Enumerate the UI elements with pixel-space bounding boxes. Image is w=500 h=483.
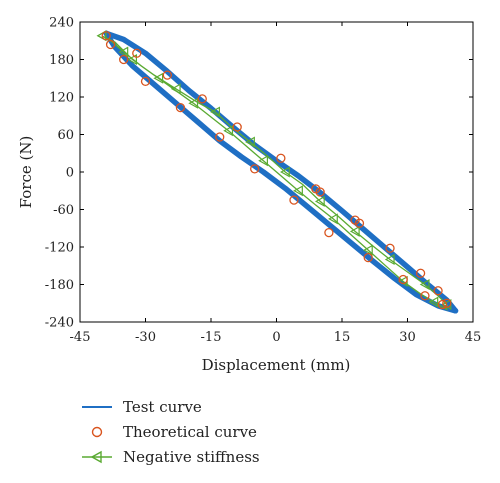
theoretical-curve-point [140, 76, 151, 87]
y-tick-label: 180 [49, 53, 74, 68]
theoretical-curve-point [420, 291, 430, 301]
negative-stiffness-marker [153, 72, 164, 84]
theoretical-curve-point [276, 153, 286, 163]
theoretical-curve-point [385, 243, 395, 253]
theoretical-curve-point [415, 268, 426, 278]
theoretical-curve-point [105, 39, 116, 50]
negative-stiffness-marker [223, 125, 234, 137]
theoretical-curve-point [197, 94, 207, 104]
theoretical-curve-point [437, 299, 448, 310]
test-curve-unloading-line [103, 30, 459, 314]
theoretical-curve-point [132, 48, 142, 58]
negative-stiffness-marker [349, 225, 360, 237]
legend-negative-stiffness-label: Negative stiffness [123, 448, 260, 466]
theoretical-curve-point [101, 31, 111, 41]
negative-stiffness-line [101, 35, 448, 311]
theoretical-curve-point [315, 187, 325, 197]
negative-stiffness-marker [362, 244, 373, 256]
y-tick-label: -120 [45, 241, 74, 256]
x-tick-label: 45 [465, 330, 482, 345]
x-tick-label: 15 [334, 330, 351, 345]
y-axis-ticks: 240 180 120 60 0 -60 -120 -180 -240 [45, 16, 473, 331]
negative-stiffness-marker [314, 195, 325, 207]
legend-theoretical-curve-swatch [91, 426, 103, 438]
negative-stiffness-marker [170, 83, 181, 95]
y-tick-label: -240 [45, 316, 74, 331]
theoretical-curve-point [363, 252, 373, 263]
y-tick-label: 120 [49, 91, 74, 106]
theoretical-curve-point [324, 227, 334, 238]
negative-stiffness-marker [245, 136, 255, 148]
theoretical-curve-point [398, 274, 408, 285]
negative-stiffness-marker [96, 30, 107, 42]
legend-negative-stiffness: Negative stiffness [82, 448, 260, 466]
negative-stiffness-marker [293, 185, 303, 197]
x-axis-label: Displacement (mm) [202, 356, 351, 374]
negative-stiffness-marker [428, 296, 439, 308]
theoretical-curve-point [433, 286, 443, 296]
x-axis-ticks: -45 -30 -15 0 15 30 45 [70, 22, 482, 345]
legend-theoretical-curve-label: Theoretical curve [123, 423, 257, 441]
negative-stiffness-marker [280, 166, 290, 178]
theoretical-curve-point [232, 122, 242, 132]
y-tick-label: 0 [66, 166, 74, 181]
legend-theoretical-curve: Theoretical curve [91, 423, 257, 441]
legend-test-curve-label: Test curve [123, 398, 202, 416]
y-tick-label: -180 [45, 278, 74, 293]
y-axis-label: Force (N) [17, 136, 35, 209]
negative-stiffness-marker [127, 53, 137, 66]
y-tick-label: 60 [57, 128, 74, 143]
y-tick-label: 240 [49, 16, 74, 31]
negative-stiffness-marker [188, 97, 199, 109]
theoretical-curve-point [175, 102, 186, 113]
x-tick-label: 30 [399, 330, 416, 345]
theoretical-curve-point [119, 54, 129, 65]
theoretical-curve-point [289, 195, 299, 205]
y-tick-label: -60 [53, 203, 74, 218]
legend: Test curve Theoretical curve Negative st… [82, 398, 260, 466]
negative-stiffness-marker [210, 106, 220, 118]
series-layer [96, 30, 459, 314]
negative-stiffness-marker [328, 213, 338, 225]
negative-stiffness-marker [419, 278, 430, 291]
theoretical-curve-point [442, 298, 452, 308]
theoretical-curve-point [162, 70, 172, 80]
negative-stiffness-marker [118, 46, 129, 58]
negative-stiffness-marker [258, 155, 268, 167]
theoretical-curve-point [250, 164, 260, 174]
x-tick-label: 0 [272, 330, 280, 345]
theoretical-curve-point [354, 218, 365, 228]
x-tick-label: -30 [135, 330, 156, 345]
negative-stiffness-marker [384, 253, 395, 266]
x-tick-label: -45 [70, 330, 91, 345]
legend-test-curve: Test curve [82, 398, 202, 416]
legend-negative-stiffness-marker [90, 450, 102, 464]
x-tick-label: -15 [201, 330, 222, 345]
theoretical-curve-point [215, 132, 225, 142]
